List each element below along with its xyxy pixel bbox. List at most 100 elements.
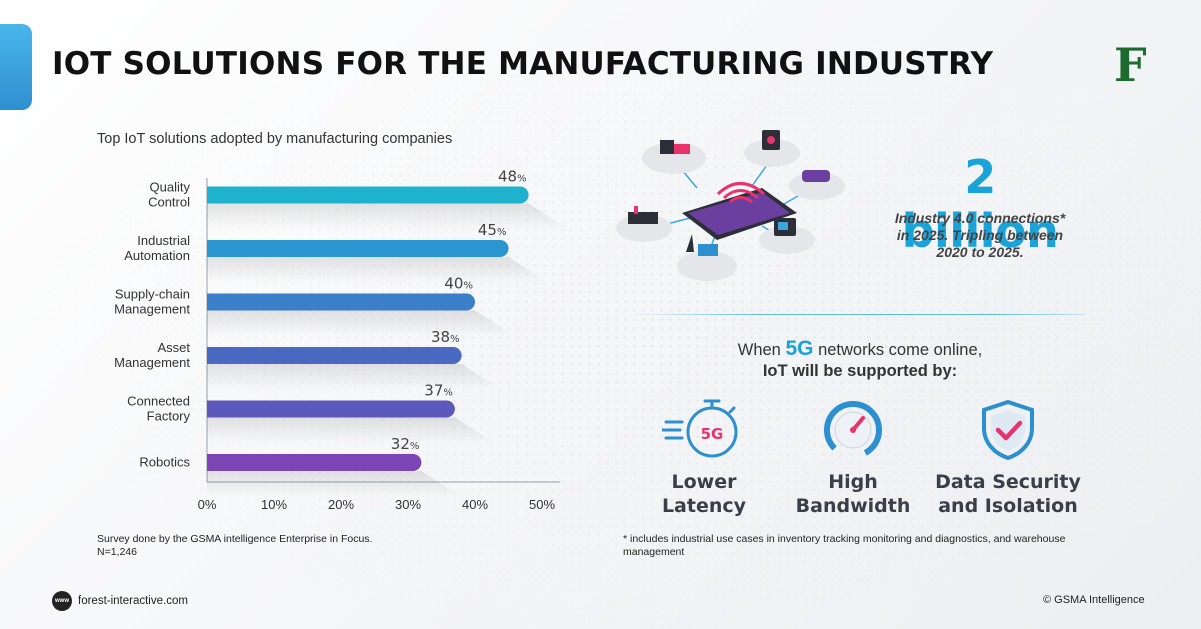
bar-shadow — [207, 257, 549, 283]
category-label: Factory — [147, 409, 191, 424]
bar-base — [207, 186, 217, 204]
server-platform-icon — [759, 218, 815, 254]
bar-value-unit: % — [410, 441, 420, 452]
survey-note-line1: Survey done by the GSMA intelligence Ent… — [97, 533, 373, 545]
speedometer-icon — [824, 401, 882, 459]
stat-description: Industry 4.0 connections* in 2025. Tripl… — [860, 210, 1100, 261]
bar-shadow — [207, 203, 569, 230]
bar-value-unit: % — [517, 174, 527, 185]
bar-value-unit: % — [497, 227, 507, 238]
fiveg-heading-line2: IoT will be supported by: — [762, 362, 958, 380]
feature-label: High Bandwidth — [768, 470, 938, 518]
bar-value-number: 38 — [431, 328, 450, 346]
factory-platform-icon — [642, 140, 706, 174]
feature-label-line1: Lower — [671, 471, 737, 493]
feature-lower-latency: 5G Lower Latency — [619, 398, 789, 518]
shield-check-icon — [982, 399, 1034, 461]
bar-value-label: 45% — [478, 221, 507, 239]
bar-value-label: 32% — [391, 435, 420, 453]
website-link[interactable]: forest-interactive.com — [78, 595, 188, 607]
bar — [207, 186, 529, 204]
bar-shadow — [207, 310, 515, 337]
category-label: Industrial — [137, 233, 190, 248]
bar-base — [207, 240, 217, 257]
accent-tab — [0, 24, 32, 110]
stopwatch-5g-icon: 5G — [662, 399, 738, 458]
stat-value: 2 billion — [901, 150, 1059, 258]
category-label: Connected — [127, 394, 190, 409]
survey-note: Survey done by the GSMA intelligence Ent… — [97, 533, 372, 559]
iot-network-illustration — [616, 130, 845, 281]
copyright: © GSMA Intelligence — [1043, 594, 1145, 606]
car-platform-icon — [789, 170, 845, 200]
bar — [207, 400, 455, 418]
bar-value-label: 40% — [444, 275, 473, 293]
footnote: * includes industrial use cases in inven… — [623, 533, 1066, 558]
bar-base — [207, 454, 217, 471]
fiveg-heading: When 5G networks come online, IoT will b… — [660, 338, 1060, 382]
bar-value-number: 40 — [444, 275, 463, 293]
feature-label: Data Security and Isolation — [923, 470, 1093, 518]
feature-label-line1: High — [828, 471, 878, 493]
feature-label-line2: and Isolation — [938, 495, 1078, 517]
brand-logo: F — [1114, 38, 1147, 92]
feature-label: Lower Latency — [619, 470, 789, 518]
x-tick-label: 20% — [328, 497, 354, 512]
tablet-icon — [682, 182, 797, 240]
bar-shadow — [207, 417, 495, 444]
safe-platform-icon — [744, 130, 800, 167]
category-label: Automation — [124, 248, 190, 263]
fiveg-heading-pre: When — [737, 341, 781, 359]
feature-label-line1: Data Security — [935, 471, 1081, 493]
category-label: Control — [148, 195, 190, 210]
stat-description-line3: 2020 to 2025. — [936, 244, 1024, 260]
bar — [207, 240, 509, 257]
bar-base — [207, 400, 217, 418]
feature-high-bandwidth: High Bandwidth — [768, 398, 938, 518]
chart-title: Top IoT solutions adopted by manufacturi… — [97, 131, 453, 147]
bar-value-label: 38% — [431, 328, 460, 346]
bar-value-number: 48 — [498, 168, 517, 186]
bar-base — [207, 293, 217, 311]
bar-value-number: 37 — [424, 382, 443, 400]
solar-platform-icon — [677, 234, 737, 281]
bar — [207, 347, 462, 364]
bar-value-unit: % — [450, 334, 460, 345]
bar-base — [207, 347, 217, 364]
survey-sample-size: N=1,246 — [97, 546, 137, 558]
category-label: Supply-chain — [115, 287, 190, 302]
bar-value-label: 37% — [424, 382, 453, 400]
x-tick-label: 0% — [198, 497, 217, 512]
feature-label-line2: Latency — [661, 495, 747, 517]
bar-value-number: 32 — [391, 435, 410, 453]
globe-www-icon: www — [52, 591, 72, 611]
bar-value-unit: % — [463, 281, 473, 292]
bar — [207, 293, 475, 311]
section-divider — [625, 314, 1085, 315]
category-label: Quality — [150, 180, 191, 195]
bar — [207, 454, 422, 471]
category-label: Management — [114, 355, 190, 370]
stat-description-line2: in 2025. Tripling between — [896, 227, 1064, 243]
bar-value-label: 48% — [498, 168, 527, 186]
stopwatch-5g-text: 5G — [701, 425, 724, 443]
x-tick-label: 30% — [395, 497, 421, 512]
bar-shadow — [207, 364, 502, 390]
stat-description-line1: Industry 4.0 connections* — [894, 210, 1066, 226]
feature-label-line2: Bandwidth — [795, 495, 911, 517]
category-label: Management — [114, 302, 190, 317]
warehouse-platform-icon — [616, 206, 672, 242]
fiveg-heading-post: networks come online, — [818, 341, 983, 359]
fiveg-highlight: 5G — [785, 337, 814, 360]
footer-website: www forest-interactive.com — [52, 591, 188, 611]
feature-data-security: Data Security and Isolation — [923, 398, 1093, 518]
category-label: Asset — [157, 340, 190, 355]
x-tick-label: 10% — [261, 497, 287, 512]
bar-value-unit: % — [443, 388, 453, 399]
bar-value-number: 45 — [478, 221, 497, 239]
page-title: IOT SOLUTIONS FOR THE MANUFACTURING INDU… — [52, 46, 994, 82]
category-label: Robotics — [139, 455, 190, 470]
bar-shadow — [207, 471, 462, 497]
x-tick-label: 40% — [462, 497, 488, 512]
